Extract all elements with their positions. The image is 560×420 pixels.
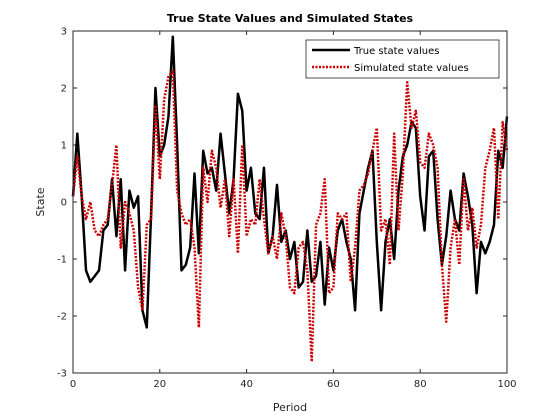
y-tick-label: -1 [57, 255, 67, 266]
series-line-true-state [71, 35, 509, 329]
legend-box [305, 39, 500, 79]
x-axis-label: Period [273, 401, 307, 414]
y-axis-label: State [34, 187, 47, 216]
plot-area [73, 31, 507, 373]
x-tick-label: 60 [327, 379, 340, 390]
y-tick-label: 2 [61, 84, 67, 95]
y-tick-label: 3 [61, 27, 67, 38]
x-tick-label: 0 [70, 379, 76, 390]
x-tick-label: 20 [153, 379, 166, 390]
x-tick-label: 100 [497, 379, 516, 390]
legend: True state values Simulated state values [305, 39, 500, 79]
plot-frame [72, 30, 508, 374]
x-tick-label: 80 [414, 379, 427, 390]
series-line-simulated-state [71, 69, 509, 363]
y-tick-label: 0 [61, 198, 67, 209]
y-tick-label: -2 [57, 312, 67, 323]
legend-label-simulated: Simulated state values [354, 63, 469, 74]
y-tick-label: 1 [61, 141, 67, 152]
y-tick-label: -3 [57, 369, 67, 380]
legend-label-true: True state values [353, 46, 439, 57]
chart-title: True State Values and Simulated States [167, 12, 414, 25]
ticks-layer: 0 20 40 60 80 100 -3 -2 -1 0 1 2 3 [57, 27, 517, 391]
x-tick-label: 40 [240, 379, 253, 390]
series-layer [71, 35, 509, 363]
